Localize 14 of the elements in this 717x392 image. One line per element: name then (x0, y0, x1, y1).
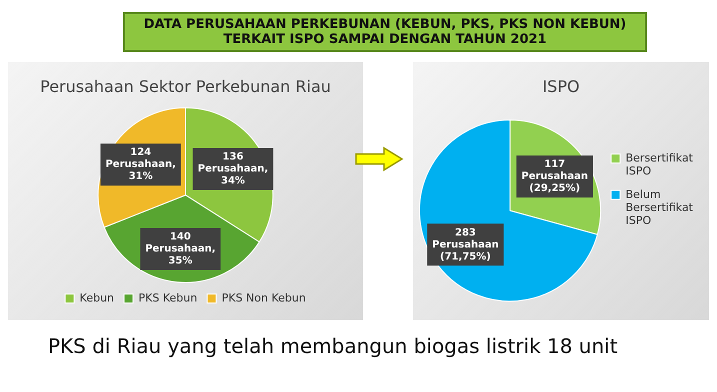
text: DATA PERUSAHAAN PERKEBUNAN (KEBUN, PKS, PKS NON KEBUN) TERKAIT ISPO SAMPAI DENGAN TAHUN 2021 (123, 12, 647, 52)
legend-label: PKS Non Kebun (222, 291, 306, 304)
text: PKS di Riau yang telah membangun biogas listrik 18 unit (48, 334, 618, 358)
data-label: 136 Perusahaan, 34% (198, 152, 268, 187)
data-label: 124 Perusahaan, 31% (105, 147, 176, 182)
legend-label: PKS Kebun (138, 291, 198, 304)
legend-label: Bersertifikat ISPO (626, 151, 694, 178)
data-label: 140 Perusahaan, 35% (145, 232, 216, 267)
data-label: 117 Perusahaan (29,25%) (521, 159, 588, 194)
data-label: 283 Perusahaan (71,75%) (432, 227, 499, 262)
chart-title: Perusahaan Sektor Perkebunan Riau (40, 76, 331, 96)
legend-label: Kebun (80, 291, 114, 304)
chart-title: ISPO (542, 76, 580, 96)
legend-label: Belum Bersertifikat ISPO (626, 188, 694, 228)
